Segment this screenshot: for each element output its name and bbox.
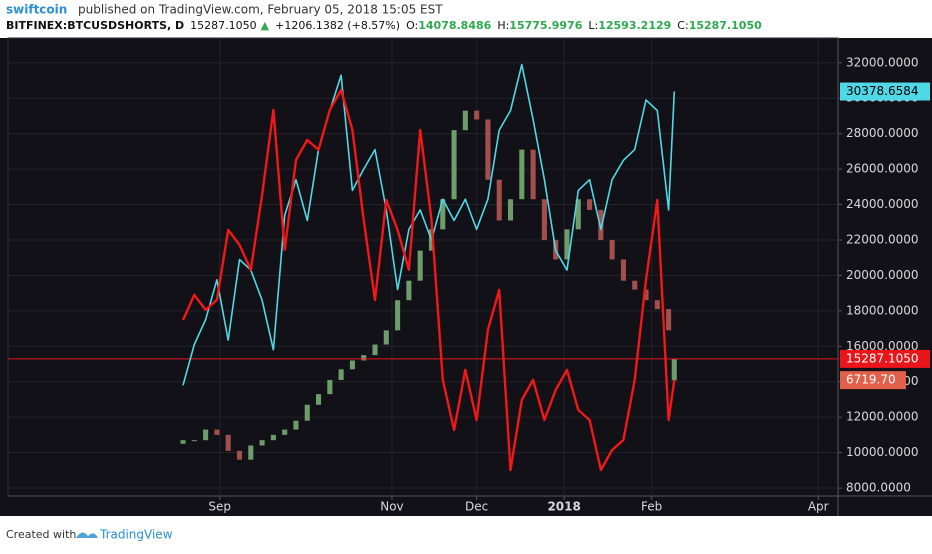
up-arrow: ▲ [261, 19, 270, 32]
ohlc-label: L: [588, 19, 598, 32]
ohlc-label: O: [406, 19, 418, 32]
x-tick-label: Feb [641, 500, 662, 514]
candle-body [598, 209, 604, 240]
last-value-box [840, 371, 906, 390]
candle-body [643, 289, 649, 301]
candle-body [632, 280, 638, 290]
symbol: BITFINEX:BTCUSDSHORTS, D 15287.1050 ▲ +1206… [6, 19, 762, 32]
x-tick-label: Apr [808, 500, 829, 514]
last-value-label: 30378.6584 [846, 84, 919, 98]
candle-body [293, 420, 299, 430]
candle-body [248, 445, 254, 460]
candle-body [180, 440, 186, 444]
candle-body [395, 300, 401, 331]
footer-brand[interactable]: TradingView [99, 528, 173, 542]
candle-body [496, 179, 502, 221]
candle-body [361, 355, 367, 361]
candle-body [383, 330, 389, 345]
candle-body [225, 434, 231, 451]
x-tick-label: Nov [380, 500, 403, 514]
candle-body [406, 280, 412, 301]
x-tick-label: 2018 [547, 500, 580, 514]
series-line [181, 88, 676, 472]
candle-body [259, 440, 265, 446]
published: published on TradingView.com, February 0… [78, 3, 443, 17]
y-tick-label: 26000.0000 [846, 162, 919, 176]
candle-body [236, 450, 243, 460]
x-tick-label: Dec [465, 500, 488, 514]
candle-body [507, 199, 514, 221]
candle-body [609, 239, 615, 260]
last-value-label: 6719.70 [846, 373, 896, 387]
y-tick-label: 18000.0000 [846, 303, 919, 317]
grid [8, 38, 838, 496]
y-tick-label: 32000.0000 [846, 55, 919, 69]
candle-body [474, 110, 480, 120]
ohlc-value: 15775.9976 [509, 19, 582, 32]
y-tick-label: 24000.0000 [846, 197, 919, 211]
candle-body [304, 404, 310, 421]
candle-body [587, 199, 593, 210]
change: +1206.1382 (+8.57%) [275, 19, 400, 32]
y-tick-label: 16000.0000 [846, 339, 919, 353]
candle-body [203, 429, 209, 441]
y-tick-label: 12000.0000 [846, 410, 919, 424]
candle-body [372, 344, 378, 356]
candle-body [519, 149, 525, 200]
last-price: 15287.1050 [190, 19, 256, 32]
y-tick-label: 28000.0000 [846, 126, 919, 140]
y-tick-label: 10000.0000 [846, 445, 919, 459]
candle-body [270, 434, 276, 441]
candle-body [451, 130, 457, 200]
y-tick-label: 22000.0000 [846, 232, 919, 246]
series-line [182, 63, 676, 386]
tv-logo [76, 532, 98, 538]
candle-body [485, 119, 491, 180]
candle-body [620, 259, 626, 281]
candle-body [564, 229, 570, 260]
ohlc-label: H: [497, 19, 509, 32]
candle-body [530, 149, 536, 200]
candle-body [671, 358, 677, 381]
candle-body [462, 110, 468, 131]
candle-body [440, 199, 446, 230]
candle-body [349, 360, 355, 370]
candle-body [282, 429, 288, 435]
author[interactable]: swiftcoin [6, 3, 67, 17]
candle-body [191, 440, 197, 442]
candle-body [417, 250, 423, 281]
last-price-label: 15287.1050 [846, 351, 919, 365]
candle-body [541, 199, 547, 240]
chart-bg [0, 38, 932, 516]
ohlc-value: 12593.2129 [598, 19, 671, 32]
candle-body [214, 429, 220, 435]
candle-body [575, 199, 581, 230]
candle-body [666, 309, 672, 331]
ohlc-value: 14078.8486 [418, 19, 491, 32]
ohlc-value: 15287.1050 [689, 19, 762, 32]
candle-body [316, 394, 322, 405]
x-tick-label: Sep [208, 500, 231, 514]
ohlc-label: C: [677, 19, 688, 32]
header-bg [0, 0, 932, 38]
candle-body [327, 379, 333, 395]
candle-body [338, 369, 344, 380]
last-value-box [840, 82, 930, 101]
footer-created: Created with [6, 528, 76, 541]
y-tick-label: 20000.0000 [846, 268, 919, 282]
candle-body [654, 300, 660, 310]
y-tick-label: 8000.0000 [846, 481, 911, 495]
last-price-box [840, 349, 930, 368]
